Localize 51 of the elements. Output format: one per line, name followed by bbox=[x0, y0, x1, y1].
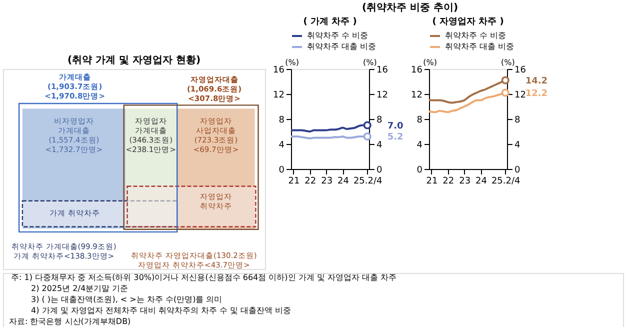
text: (%) bbox=[501, 58, 515, 67]
y2-tick-label: 12 bbox=[376, 90, 388, 100]
x-tick-label: 25.2/4 bbox=[353, 176, 383, 186]
x-tick-label: 23 bbox=[321, 176, 333, 186]
x-tick-label: 24 bbox=[476, 176, 488, 186]
text: 2) 2025년 2/4분기말 기준 bbox=[31, 284, 128, 293]
data-label: 14.2 bbox=[525, 76, 548, 86]
data-label: 7.0 bbox=[387, 121, 404, 132]
y-tick-label: 16 bbox=[273, 66, 285, 76]
x-tick-label: 22 bbox=[442, 176, 454, 186]
x-tick-label: 25.2/4 bbox=[491, 176, 521, 186]
text: 주: 1) 다중채무자 중 저소득(하위 30%)이거나 저신용(신용점수 664점 이하)인 가계 및 자영업자 대출 차주 bbox=[11, 273, 396, 282]
legend-label: 취약차주 대출 비중 bbox=[307, 42, 376, 51]
y-tick-label: 0 bbox=[416, 166, 423, 176]
y-tick-label: 8 bbox=[416, 116, 423, 126]
y2-tick-label: 8 bbox=[376, 116, 382, 126]
y-tick-label: 8 bbox=[278, 116, 285, 126]
data-label: 5.2 bbox=[387, 132, 404, 142]
text: (%) bbox=[285, 58, 299, 67]
legend-label: 취약차주 수 비중 bbox=[307, 31, 368, 40]
legend-label: 취약차주 수 비중 bbox=[445, 31, 506, 40]
text: (취약 가계 및 자영업자 현황) bbox=[67, 55, 201, 66]
y2-tick-label: 16 bbox=[514, 66, 526, 76]
x-tick-label: 21 bbox=[288, 176, 300, 186]
legend-label: 취약차주 대출 비중 bbox=[445, 42, 514, 51]
text: 4) 가계 및 자영업자 전체차주 대비 취약차주의 차주 수 및 대출잔액 비중 bbox=[31, 306, 292, 315]
x-tick-label: 23 bbox=[459, 176, 471, 186]
x-tick-label: 22 bbox=[304, 176, 316, 186]
text: 3) ( )는 대출잔액(조원), < >는 차주 수(만명)를 의미 bbox=[31, 295, 222, 304]
x-tick-label: 24 bbox=[338, 176, 350, 186]
data-label: 12.2 bbox=[525, 88, 548, 99]
text: 자료: 한국은행 시산(가계부채DB) bbox=[9, 317, 131, 326]
chart-subtitle: ( 가계 차주 ) bbox=[303, 17, 357, 27]
text: (%) bbox=[423, 58, 437, 67]
y-tick-label: 4 bbox=[416, 140, 423, 150]
y-tick-label: 12 bbox=[273, 90, 284, 100]
text: (%) bbox=[363, 58, 377, 67]
y2-tick-label: 8 bbox=[514, 116, 520, 126]
text: (취약차주 비중 추이) bbox=[362, 2, 458, 14]
y-tick-label: 12 bbox=[411, 90, 422, 100]
y-tick-label: 4 bbox=[278, 140, 285, 150]
y-tick-label: 0 bbox=[278, 166, 285, 176]
y2-tick-label: 16 bbox=[376, 66, 388, 76]
chart-subtitle: ( 자영업자 차주 ) bbox=[432, 17, 504, 27]
y2-tick-label: 12 bbox=[514, 90, 526, 100]
y2-tick-label: 0 bbox=[376, 166, 382, 176]
y2-tick-label: 4 bbox=[514, 140, 520, 150]
y2-tick-label: 0 bbox=[514, 166, 520, 176]
x-tick-label: 21 bbox=[426, 176, 438, 186]
y2-tick-label: 4 bbox=[376, 140, 382, 150]
y-tick-label: 16 bbox=[411, 66, 423, 76]
